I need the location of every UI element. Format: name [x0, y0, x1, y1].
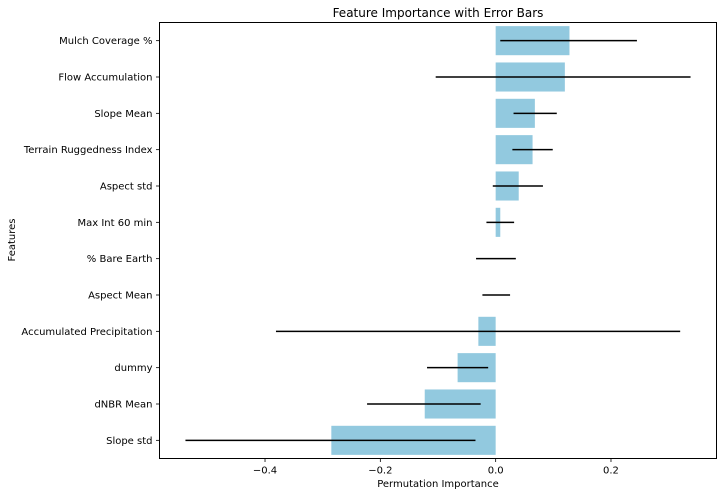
y-tick-label-11: Slope std	[106, 436, 152, 447]
x-tick-label-3: 0.2	[603, 466, 619, 477]
y-tick-label-6: % Bare Earth	[87, 254, 153, 265]
x-tick-label-1: −0.2	[368, 466, 392, 477]
y-tick-label-10: dNBR Mean	[94, 400, 152, 411]
y-tick-label-5: Max Int 60 min	[78, 218, 153, 229]
y-tick-label-9: dummy	[114, 363, 152, 374]
x-tick-label-0: −0.4	[253, 466, 277, 477]
x-axis: −0.4 −0.2 0.0 0.2	[253, 458, 619, 477]
y-tick-label-8: Accumulated Precipitation	[21, 327, 152, 338]
bars-layer	[331, 26, 570, 455]
y-tick-label-3: Terrain Ruggedness Index	[23, 145, 153, 156]
y-tick-label-0: Mulch Coverage %	[59, 36, 152, 47]
y-axis: Mulch Coverage % Flow Accumulation Slope M…	[21, 36, 160, 447]
x-axis-label: Permutation Importance	[377, 479, 499, 490]
error-bars-layer	[185, 39, 691, 442]
y-tick-label-1: Flow Accumulation	[58, 73, 152, 84]
y-tick-label-4: Aspect std	[100, 182, 153, 193]
chart-title: Feature Importance with Error Bars	[333, 6, 544, 20]
plot-frame	[159, 22, 717, 459]
y-tick-label-2: Slope Mean	[94, 109, 152, 120]
x-tick-label-2: 0.0	[488, 466, 504, 477]
y-axis-label: Features	[7, 219, 18, 262]
y-tick-label-7: Aspect Mean	[88, 291, 152, 302]
